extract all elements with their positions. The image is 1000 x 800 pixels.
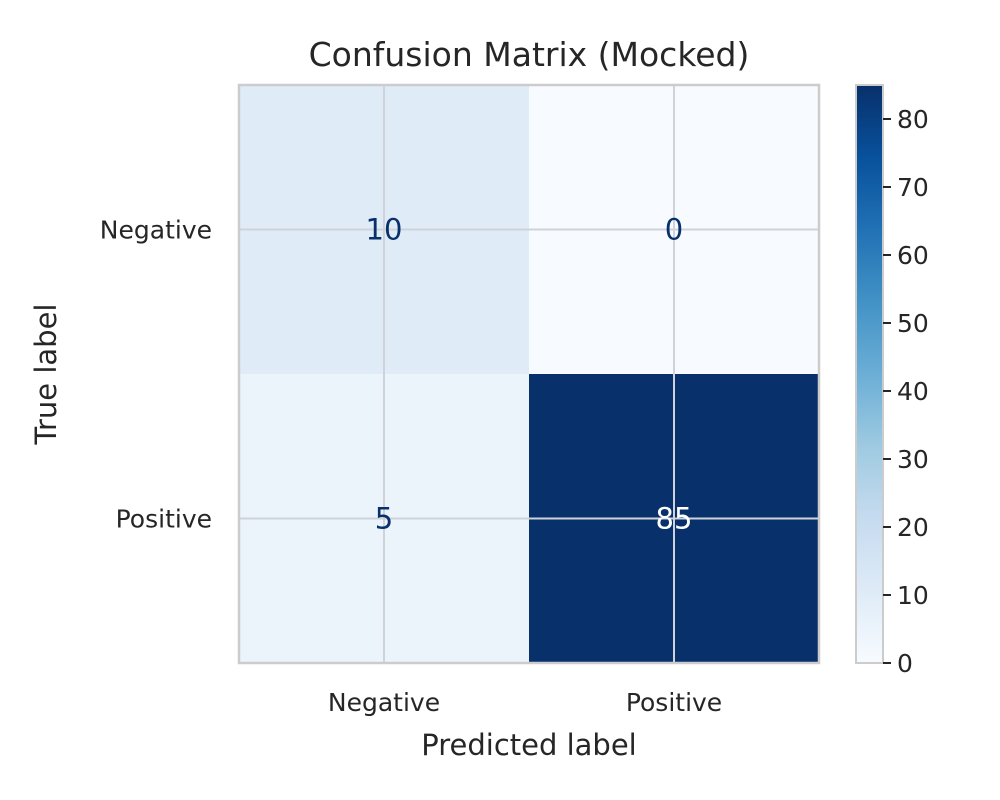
matrix-cells [239,85,820,664]
colorbar-tick-label: 50 [897,309,929,338]
plot-frame [237,83,821,665]
y-tick-label: Negative [100,216,212,245]
cell-value-label: 10 [366,213,403,247]
colorbar-tick-label: 40 [897,377,929,406]
y-tick-label: Positive [116,505,212,534]
colorbar [855,84,884,664]
colorbar-tick-label: 10 [897,581,929,610]
cell-value-label: 85 [656,502,693,536]
colorbar-tick-label: 30 [897,445,929,474]
y-axis-label: True label [29,304,63,446]
cell-value-label: 5 [375,502,393,536]
colorbar-tick-label: 80 [897,105,929,134]
chart-title: Confusion Matrix (Mocked) [309,35,750,74]
colorbar-tick-label: 0 [897,649,913,678]
colorbar-tick-label: 60 [897,241,929,270]
colorbar-ticks: 0 10 20 30 40 50 60 70 80 [883,105,929,678]
colorbar-tick-label: 70 [897,173,929,202]
x-tick-label: Positive [626,688,722,717]
cell-value-label: 0 [665,213,683,247]
x-axis-label: Predicted label [421,728,637,762]
grid-lines [239,85,819,663]
x-tick-label: Negative [328,688,440,717]
colorbar-tick-label: 20 [897,513,929,542]
x-tick-labels: Negative Positive [328,688,722,717]
cell-value-labels: 10 0 5 85 [366,213,693,536]
y-tick-labels: Negative Positive [100,216,212,534]
